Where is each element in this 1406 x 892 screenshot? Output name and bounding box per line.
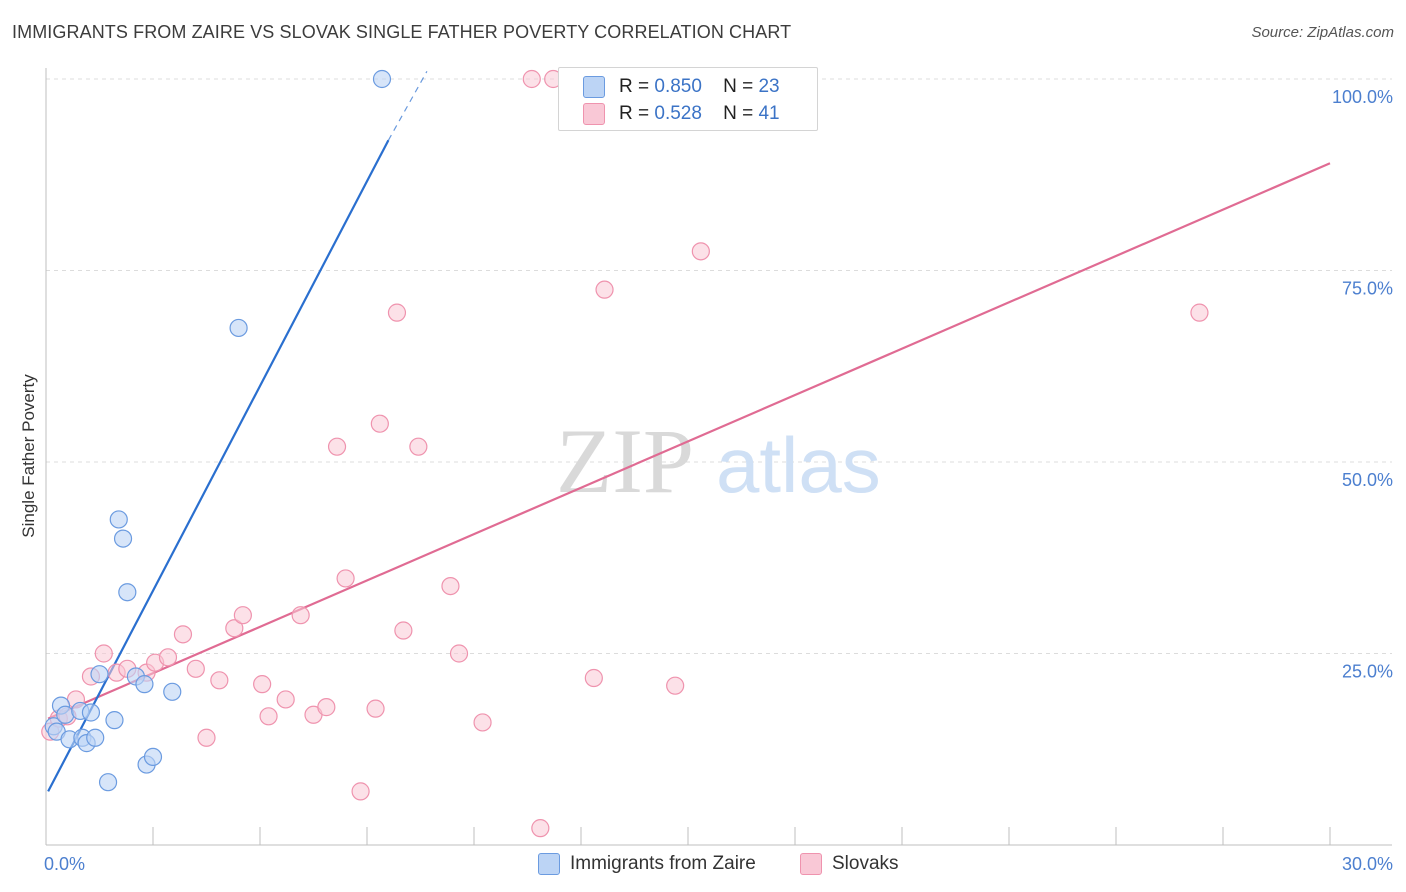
data-point-slovaks bbox=[197, 728, 216, 747]
legend-label-slovaks: Slovaks bbox=[832, 853, 899, 874]
data-point-slovaks bbox=[351, 782, 370, 801]
data-point-slovaks bbox=[522, 69, 541, 89]
n-value: 23 bbox=[758, 76, 780, 97]
pink-swatch-icon bbox=[800, 853, 822, 875]
data-point-slovaks bbox=[158, 648, 178, 667]
trend-line-zaire-extension bbox=[387, 71, 428, 141]
stats-legend: R = 0.850 N = 23 R = 0.528 N = 41 bbox=[558, 67, 818, 131]
stats-legend-text: R = 0.850 N = 23 bbox=[619, 76, 780, 98]
watermark-zip: ZIP bbox=[556, 410, 694, 512]
legend-item-slovaks[interactable]: Slovaks bbox=[800, 852, 899, 876]
data-point-slovaks bbox=[666, 676, 685, 695]
y-tick-labels: 25.0% 50.0% 75.0% 100.0% bbox=[1332, 87, 1393, 682]
data-point-zaire bbox=[118, 583, 137, 602]
y-tick-label: 100.0% bbox=[1332, 87, 1393, 107]
x-tick-label: 30.0% bbox=[1342, 854, 1393, 874]
data-point-zaire bbox=[135, 675, 154, 694]
data-point-zaire bbox=[229, 318, 248, 338]
n-label: N = bbox=[723, 76, 754, 97]
r-value: 0.528 bbox=[654, 103, 702, 124]
data-point-slovaks bbox=[210, 671, 229, 690]
x-tick-label: 0.0% bbox=[44, 854, 85, 874]
data-point-slovaks bbox=[233, 606, 252, 625]
data-point-slovaks bbox=[317, 698, 336, 717]
data-point-slovaks bbox=[584, 668, 603, 688]
x-tick-labels: 0.0% 30.0% bbox=[44, 854, 1393, 874]
data-point-zaire bbox=[372, 69, 392, 89]
blue-swatch-icon bbox=[538, 853, 560, 875]
legend-label-zaire: Immigrants from Zaire bbox=[570, 853, 756, 874]
data-point-slovaks bbox=[370, 414, 389, 433]
r-label: R = bbox=[619, 76, 650, 97]
data-point-slovaks bbox=[225, 619, 244, 638]
data-point-zaire bbox=[105, 711, 124, 730]
data-point-slovaks bbox=[276, 690, 295, 709]
data-point-slovaks bbox=[327, 437, 347, 456]
y-tick-label: 75.0% bbox=[1342, 279, 1393, 299]
data-point-zaire bbox=[81, 703, 101, 722]
blue-swatch-icon bbox=[583, 76, 605, 98]
data-point-zaire bbox=[98, 773, 118, 792]
data-point-slovaks bbox=[394, 621, 413, 640]
trend-lines bbox=[47, 71, 1331, 792]
data-point-slovaks bbox=[531, 819, 550, 838]
data-point-slovaks bbox=[595, 280, 614, 299]
data-point-slovaks bbox=[173, 625, 193, 644]
legend-item-zaire[interactable]: Immigrants from Zaire bbox=[538, 852, 756, 876]
data-point-slovaks bbox=[366, 699, 385, 718]
data-point-slovaks bbox=[441, 576, 460, 596]
data-point-slovaks bbox=[449, 644, 469, 663]
data-point-slovaks bbox=[291, 606, 310, 625]
n-label: N = bbox=[723, 103, 754, 124]
trend-line-zaire bbox=[47, 139, 390, 792]
gridlines bbox=[46, 78, 1392, 654]
axes bbox=[45, 68, 1392, 846]
source-label: Source: ZipAtlas.com bbox=[1251, 24, 1394, 41]
data-point-slovaks bbox=[336, 569, 355, 588]
data-point-slovaks bbox=[259, 707, 278, 726]
n-value: 41 bbox=[758, 103, 780, 124]
data-point-zaire bbox=[90, 665, 109, 684]
y-tick-label: 25.0% bbox=[1342, 662, 1393, 682]
data-point-slovaks bbox=[253, 675, 272, 694]
data-point-zaire bbox=[86, 728, 105, 747]
data-point-slovaks bbox=[94, 644, 113, 663]
data-point-slovaks bbox=[409, 437, 428, 456]
data-point-slovaks bbox=[1190, 303, 1209, 322]
stats-legend-text: R = 0.528 N = 41 bbox=[619, 103, 780, 125]
data-point-zaire bbox=[143, 747, 163, 767]
data-point-zaire bbox=[163, 682, 182, 701]
pink-swatch-icon bbox=[583, 103, 605, 125]
data-point-slovaks bbox=[387, 303, 407, 322]
watermark-atlas: atlas bbox=[716, 421, 881, 509]
trend-line-slovaks bbox=[47, 162, 1331, 720]
y-tick-label: 50.0% bbox=[1342, 470, 1393, 490]
r-label: R = bbox=[619, 103, 650, 124]
data-points bbox=[41, 69, 1209, 838]
r-value: 0.850 bbox=[654, 76, 702, 97]
data-point-zaire bbox=[113, 529, 133, 548]
data-point-slovaks bbox=[186, 659, 205, 678]
data-point-zaire bbox=[56, 705, 75, 724]
data-point-slovaks bbox=[473, 713, 492, 732]
data-point-zaire bbox=[109, 510, 128, 529]
data-point-slovaks bbox=[691, 242, 710, 261]
y-axis-label: Single Father Poverty bbox=[19, 374, 38, 538]
chart-title: IMMIGRANTS FROM ZAIRE VS SLOVAK SINGLE F… bbox=[12, 22, 792, 42]
